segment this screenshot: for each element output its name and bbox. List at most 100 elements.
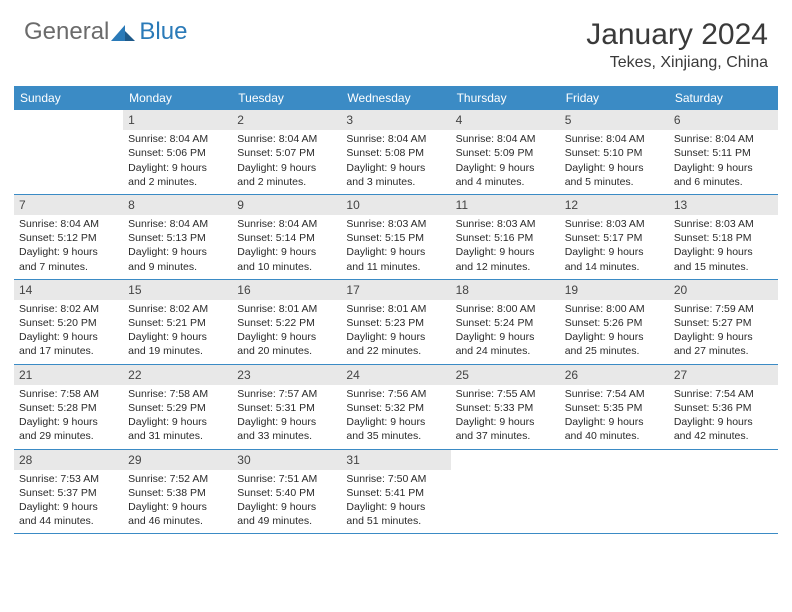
- day-number: 26: [560, 365, 669, 385]
- daylight-line2: and 33 minutes.: [237, 429, 336, 443]
- daylight-line2: and 29 minutes.: [19, 429, 118, 443]
- daylight-line2: and 49 minutes.: [237, 514, 336, 528]
- day-number: 20: [669, 280, 778, 300]
- day-number: 24: [341, 365, 450, 385]
- sunrise-text: Sunrise: 8:04 AM: [237, 132, 336, 146]
- day-header-row: SundayMondayTuesdayWednesdayThursdayFrid…: [14, 86, 778, 110]
- sunrise-text: Sunrise: 7:54 AM: [674, 387, 773, 401]
- daylight-line1: Daylight: 9 hours: [346, 245, 445, 259]
- day-number: 23: [232, 365, 341, 385]
- daylight-line1: Daylight: 9 hours: [237, 161, 336, 175]
- day-content: Sunrise: 7:58 AMSunset: 5:29 PMDaylight:…: [123, 385, 232, 449]
- daylight-line2: and 24 minutes.: [456, 344, 555, 358]
- day-cell: 25Sunrise: 7:55 AMSunset: 5:33 PMDayligh…: [451, 364, 560, 449]
- sunrise-text: Sunrise: 8:04 AM: [456, 132, 555, 146]
- day-content: Sunrise: 8:04 AMSunset: 5:07 PMDaylight:…: [232, 130, 341, 194]
- sunset-text: Sunset: 5:36 PM: [674, 401, 773, 415]
- sunset-text: Sunset: 5:06 PM: [128, 146, 227, 160]
- day-content: Sunrise: 8:04 AMSunset: 5:09 PMDaylight:…: [451, 130, 560, 194]
- day-number: 21: [14, 365, 123, 385]
- sunrise-text: Sunrise: 7:51 AM: [237, 472, 336, 486]
- day-cell: 27Sunrise: 7:54 AMSunset: 5:36 PMDayligh…: [669, 364, 778, 449]
- day-content: Sunrise: 7:55 AMSunset: 5:33 PMDaylight:…: [451, 385, 560, 449]
- day-header-thursday: Thursday: [451, 86, 560, 110]
- day-header-saturday: Saturday: [669, 86, 778, 110]
- sunset-text: Sunset: 5:35 PM: [565, 401, 664, 415]
- day-content: Sunrise: 7:59 AMSunset: 5:27 PMDaylight:…: [669, 300, 778, 364]
- daylight-line1: Daylight: 9 hours: [565, 245, 664, 259]
- daylight-line1: Daylight: 9 hours: [565, 330, 664, 344]
- daylight-line1: Daylight: 9 hours: [237, 330, 336, 344]
- day-cell: 21Sunrise: 7:58 AMSunset: 5:28 PMDayligh…: [14, 364, 123, 449]
- daylight-line1: Daylight: 9 hours: [237, 415, 336, 429]
- day-content: Sunrise: 7:54 AMSunset: 5:36 PMDaylight:…: [669, 385, 778, 449]
- day-number: 30: [232, 450, 341, 470]
- day-number: 8: [123, 195, 232, 215]
- daylight-line1: Daylight: 9 hours: [456, 330, 555, 344]
- daylight-line2: and 12 minutes.: [456, 260, 555, 274]
- day-number: 28: [14, 450, 123, 470]
- day-content: Sunrise: 8:04 AMSunset: 5:06 PMDaylight:…: [123, 130, 232, 194]
- day-cell: 30Sunrise: 7:51 AMSunset: 5:40 PMDayligh…: [232, 449, 341, 534]
- day-number: 11: [451, 195, 560, 215]
- day-cell: 11Sunrise: 8:03 AMSunset: 5:16 PMDayligh…: [451, 194, 560, 279]
- sunrise-text: Sunrise: 8:02 AM: [19, 302, 118, 316]
- daylight-line2: and 3 minutes.: [346, 175, 445, 189]
- day-cell: [669, 449, 778, 534]
- day-number: 7: [14, 195, 123, 215]
- day-number: 16: [232, 280, 341, 300]
- daylight-line1: Daylight: 9 hours: [19, 330, 118, 344]
- day-header-sunday: Sunday: [14, 86, 123, 110]
- day-content: Sunrise: 8:00 AMSunset: 5:26 PMDaylight:…: [560, 300, 669, 364]
- daylight-line2: and 44 minutes.: [19, 514, 118, 528]
- sunrise-text: Sunrise: 7:55 AM: [456, 387, 555, 401]
- day-header-wednesday: Wednesday: [341, 86, 450, 110]
- day-number: 15: [123, 280, 232, 300]
- day-cell: 31Sunrise: 7:50 AMSunset: 5:41 PMDayligh…: [341, 449, 450, 534]
- sunset-text: Sunset: 5:15 PM: [346, 231, 445, 245]
- day-content: Sunrise: 7:51 AMSunset: 5:40 PMDaylight:…: [232, 470, 341, 534]
- day-content: Sunrise: 8:04 AMSunset: 5:12 PMDaylight:…: [14, 215, 123, 279]
- day-number: [451, 450, 560, 470]
- day-number: 6: [669, 110, 778, 130]
- sunset-text: Sunset: 5:07 PM: [237, 146, 336, 160]
- daylight-line1: Daylight: 9 hours: [674, 245, 773, 259]
- daylight-line2: and 22 minutes.: [346, 344, 445, 358]
- day-cell: 14Sunrise: 8:02 AMSunset: 5:20 PMDayligh…: [14, 279, 123, 364]
- daylight-line1: Daylight: 9 hours: [19, 245, 118, 259]
- day-cell: 7Sunrise: 8:04 AMSunset: 5:12 PMDaylight…: [14, 194, 123, 279]
- daylight-line2: and 11 minutes.: [346, 260, 445, 274]
- sunset-text: Sunset: 5:08 PM: [346, 146, 445, 160]
- day-content: Sunrise: 7:58 AMSunset: 5:28 PMDaylight:…: [14, 385, 123, 449]
- daylight-line1: Daylight: 9 hours: [456, 245, 555, 259]
- daylight-line2: and 14 minutes.: [565, 260, 664, 274]
- sunrise-text: Sunrise: 7:50 AM: [346, 472, 445, 486]
- day-content: Sunrise: 7:50 AMSunset: 5:41 PMDaylight:…: [341, 470, 450, 534]
- sunrise-text: Sunrise: 8:03 AM: [346, 217, 445, 231]
- sunset-text: Sunset: 5:18 PM: [674, 231, 773, 245]
- sunrise-text: Sunrise: 7:53 AM: [19, 472, 118, 486]
- sunset-text: Sunset: 5:09 PM: [456, 146, 555, 160]
- day-number: 1: [123, 110, 232, 130]
- day-number: 12: [560, 195, 669, 215]
- daylight-line2: and 5 minutes.: [565, 175, 664, 189]
- day-cell: 8Sunrise: 8:04 AMSunset: 5:13 PMDaylight…: [123, 194, 232, 279]
- daylight-line2: and 17 minutes.: [19, 344, 118, 358]
- day-number: 31: [341, 450, 450, 470]
- daylight-line1: Daylight: 9 hours: [674, 330, 773, 344]
- sunrise-text: Sunrise: 8:04 AM: [19, 217, 118, 231]
- day-number: 22: [123, 365, 232, 385]
- sunset-text: Sunset: 5:16 PM: [456, 231, 555, 245]
- daylight-line1: Daylight: 9 hours: [128, 415, 227, 429]
- logo-part1: General: [24, 18, 109, 46]
- day-cell: 26Sunrise: 7:54 AMSunset: 5:35 PMDayligh…: [560, 364, 669, 449]
- daylight-line2: and 10 minutes.: [237, 260, 336, 274]
- day-number: 14: [14, 280, 123, 300]
- day-content: Sunrise: 8:04 AMSunset: 5:11 PMDaylight:…: [669, 130, 778, 194]
- daylight-line1: Daylight: 9 hours: [19, 500, 118, 514]
- daylight-line1: Daylight: 9 hours: [674, 415, 773, 429]
- logo: General Blue: [24, 18, 187, 46]
- day-content: Sunrise: 8:02 AMSunset: 5:21 PMDaylight:…: [123, 300, 232, 364]
- sunrise-text: Sunrise: 8:02 AM: [128, 302, 227, 316]
- sunrise-text: Sunrise: 8:04 AM: [346, 132, 445, 146]
